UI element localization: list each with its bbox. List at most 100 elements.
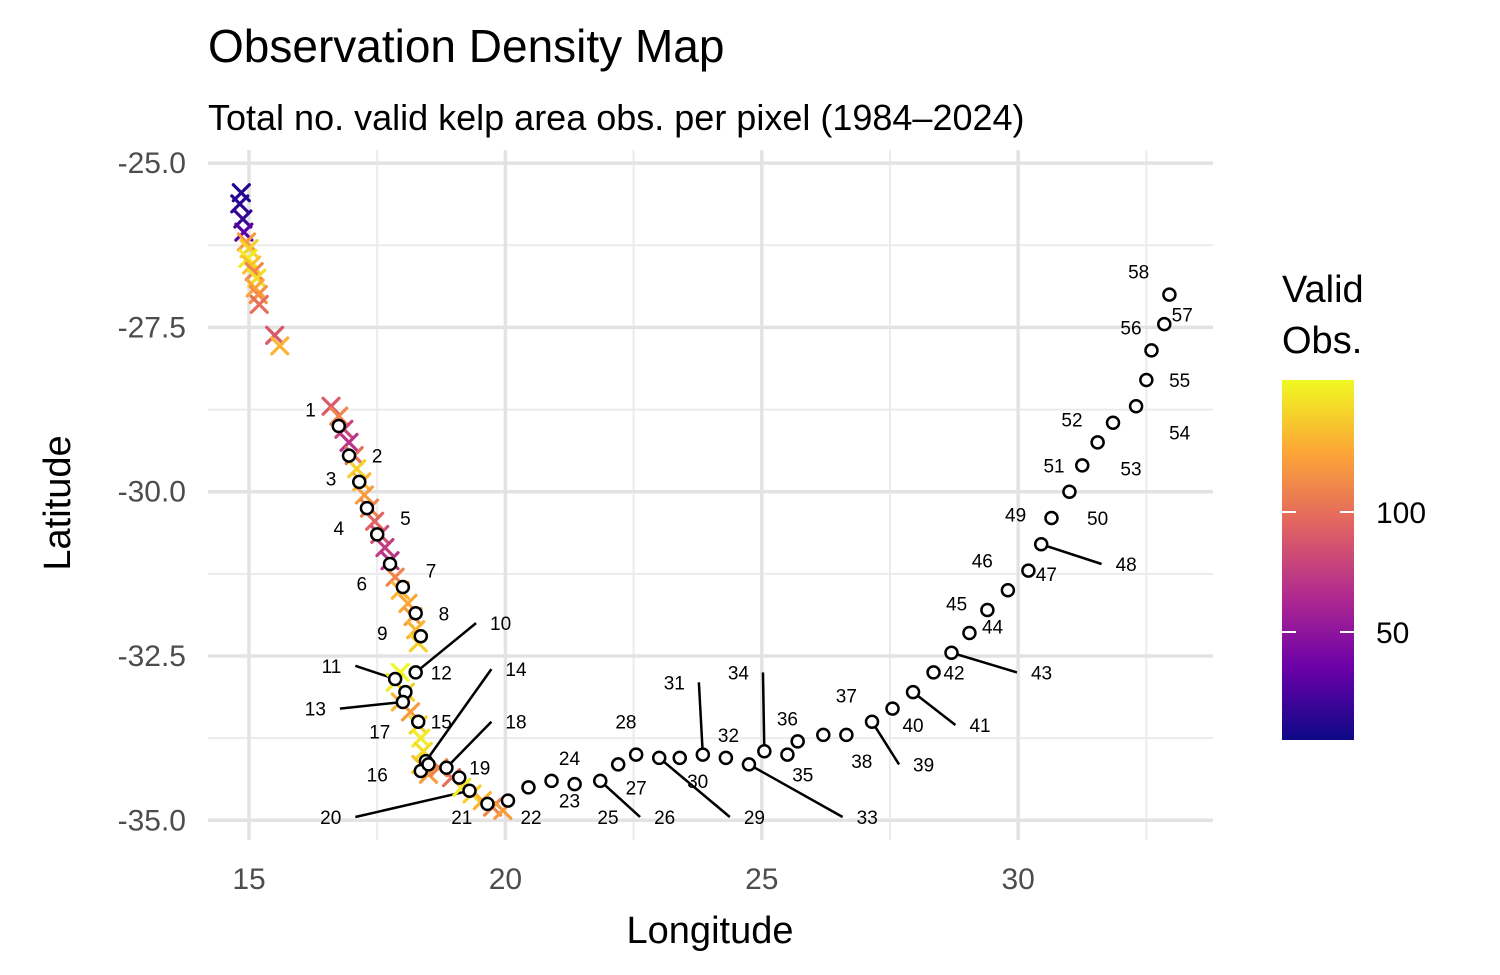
site-leader-line: [339, 700, 403, 710]
site-marker: [1157, 316, 1172, 332]
color-legend: Valid Obs. 50 100: [1282, 269, 1426, 740]
site-leader-line: [951, 651, 1018, 674]
site-label: 32: [718, 726, 739, 747]
pixel-observation-marker: [249, 294, 269, 315]
site-marker: [962, 625, 977, 641]
site-label: 27: [626, 778, 647, 799]
x-tick-label: 20: [489, 863, 522, 896]
site-label: 31: [664, 673, 685, 694]
pixel-observation-marker: [375, 537, 395, 558]
site-label: 56: [1120, 318, 1141, 339]
site-marker: [413, 629, 429, 644]
y-tick-label: -25.0: [118, 147, 186, 180]
pixel-observation-marker: [365, 511, 385, 531]
site-marker: [382, 556, 398, 572]
y-tick-label: -27.5: [118, 311, 186, 344]
site-marker: [593, 773, 608, 789]
site-label: 10: [490, 614, 511, 635]
legend-colorbar: [1282, 380, 1354, 740]
site-label: 48: [1116, 555, 1137, 576]
site-marker: [500, 793, 516, 808]
site-label: 7: [426, 562, 437, 583]
y-tick-label: -32.5: [118, 640, 186, 673]
site-label: 14: [505, 660, 527, 681]
pixel-observation-marker: [354, 485, 374, 505]
site-leader-line: [1040, 543, 1102, 566]
site-label: 52: [1061, 410, 1082, 431]
site-label: 29: [744, 808, 765, 829]
site-marker: [480, 796, 495, 812]
site-label: 50: [1087, 509, 1108, 530]
site-marker: [1128, 399, 1144, 414]
legend-tick-label: 100: [1376, 497, 1426, 530]
site-leader-line: [355, 789, 470, 819]
site-label: 23: [559, 792, 580, 813]
x-axis-ticks: 15 20 25 30: [232, 863, 1035, 896]
site-marker: [864, 714, 880, 729]
site-marker: [387, 671, 403, 687]
site-label: 55: [1169, 371, 1190, 392]
site-label: 44: [982, 617, 1004, 638]
site-label: 35: [792, 765, 813, 786]
site-label: 46: [972, 552, 993, 573]
site-leader-line: [761, 672, 766, 752]
site-label: 40: [902, 716, 923, 737]
site-marker: [980, 602, 995, 618]
y-axis-title: Latitude: [37, 435, 79, 570]
site-marker: [369, 527, 385, 542]
site-marker: [741, 757, 757, 772]
site-label: 36: [777, 709, 798, 730]
site-marker: [790, 734, 805, 749]
site-marker: [1139, 372, 1154, 388]
site-label: 49: [1005, 506, 1026, 527]
site-label: 21: [451, 808, 472, 829]
site-marker: [521, 780, 536, 795]
site-label: 43: [1031, 663, 1052, 684]
site-label: 16: [367, 765, 388, 786]
site-marker: [395, 694, 411, 710]
site-marker: [1074, 458, 1090, 473]
pixel-observation-marker: [347, 459, 367, 479]
site-leader-line: [424, 668, 493, 762]
site-marker: [1144, 343, 1159, 358]
site-label: 1: [305, 401, 316, 422]
site-label: 39: [913, 755, 934, 776]
site-label: 34: [728, 663, 750, 684]
site-label: 17: [369, 723, 390, 744]
site-label: 58: [1128, 263, 1149, 284]
site-marker: [695, 747, 711, 762]
site-label: 25: [597, 808, 618, 829]
site-label: 47: [1036, 565, 1057, 586]
x-tick-label: 25: [745, 863, 778, 896]
site-leader-line: [445, 720, 493, 769]
site-marker: [926, 665, 941, 680]
site-label: 26: [654, 808, 675, 829]
chart-subtitle: Total no. valid kelp area obs. per pixel…: [208, 97, 1025, 138]
site-leader-line: [748, 763, 844, 819]
site-marker: [408, 665, 423, 680]
gridlines: [208, 150, 1213, 840]
site-label: 28: [615, 713, 636, 734]
site-marker: [408, 606, 423, 621]
site-marker: [839, 727, 854, 743]
site-label: 6: [357, 575, 368, 596]
legend-ticks: 50 100: [1282, 497, 1426, 650]
site-leader-line: [658, 756, 731, 818]
site-marker: [544, 773, 559, 789]
site-marker: [439, 760, 454, 775]
site-label: 38: [851, 752, 872, 773]
site-label: 42: [943, 663, 964, 684]
site-leader-line: [599, 779, 641, 818]
pixel-observation-marker: [270, 336, 290, 356]
site-leader-line: [870, 721, 901, 766]
site-marker: [410, 714, 426, 729]
site-marker: [395, 579, 411, 595]
site-marker: [1090, 435, 1105, 450]
pixel-observation-marker: [265, 325, 285, 345]
site-label: 30: [687, 772, 708, 793]
site-label: 19: [469, 759, 490, 780]
y-tick-label: -35.0: [118, 804, 186, 837]
site-marker: [757, 744, 772, 759]
site-label: 15: [431, 713, 452, 734]
